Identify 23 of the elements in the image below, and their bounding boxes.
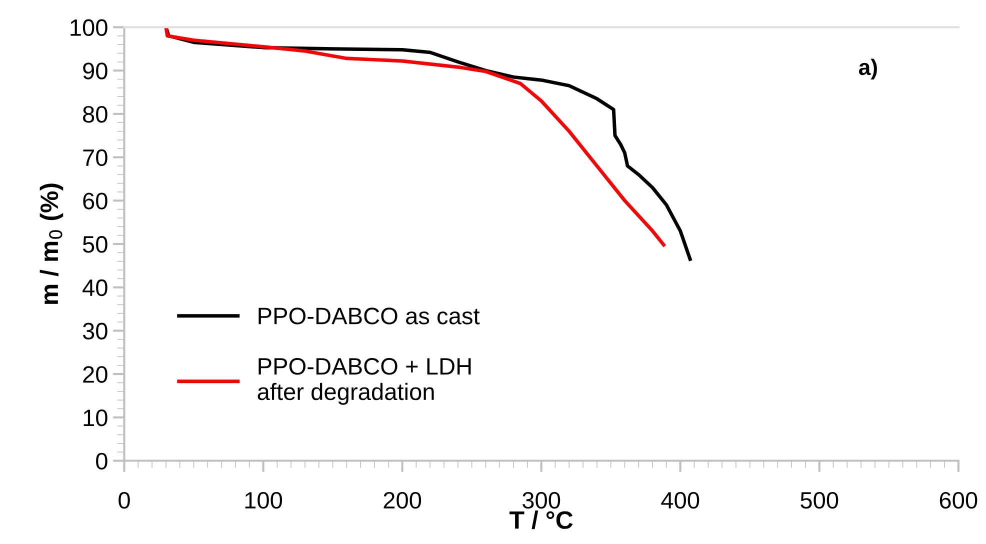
y-tick-label: 50 <box>82 236 108 253</box>
x-tick-label: 400 <box>661 492 700 509</box>
x-tick-label: 600 <box>940 492 978 509</box>
y-tick-label: 70 <box>83 149 108 166</box>
y-tick-label: 20 <box>83 366 108 383</box>
x-axis-title: T / °C <box>510 510 573 530</box>
y-tick-label: 10 <box>84 409 108 426</box>
x-tick-label: 300 <box>522 492 560 509</box>
y-tick-label: 30 <box>82 322 108 340</box>
x-tick-label: 100 <box>245 492 282 509</box>
x-tick-label: 0 <box>118 492 130 509</box>
y-tick-label: 40 <box>82 279 108 296</box>
y-tick-label: 60 <box>83 192 108 210</box>
y-tick-label: 0 <box>96 452 108 470</box>
y-tick-label: 80 <box>83 106 108 123</box>
annotation: a) <box>858 58 877 80</box>
legend-label: PPO-DABCO as cast <box>258 308 480 324</box>
legend-label: PPO-DABCO + LDH after degradation <box>258 358 471 405</box>
y-tick-label: 90 <box>83 62 108 80</box>
x-tick-label: 500 <box>800 492 838 509</box>
y-tick-label: 100 <box>70 19 108 36</box>
x-tick-label: 200 <box>384 492 422 509</box>
y-axis-title: m / m$_{0}$ (%) <box>40 184 64 304</box>
